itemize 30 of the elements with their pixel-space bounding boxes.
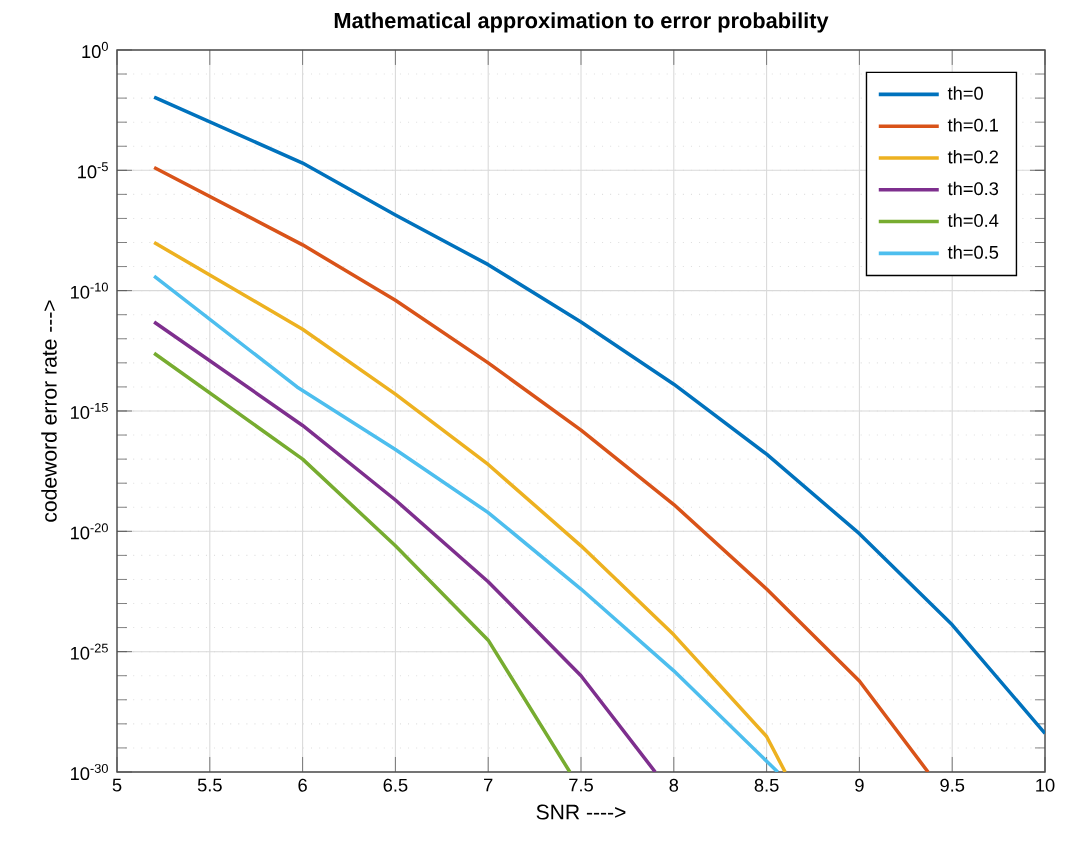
- x-tick-label: 8.5: [754, 778, 779, 792]
- y-tick-label: 10$^{-15}$: [71, 402, 108, 419]
- y-tick-label: 10$^{-20}$: [71, 523, 108, 540]
- x-axis-title: SNR ---->: [536, 804, 626, 820]
- x-tick-label: 7.5: [569, 778, 593, 792]
- y-axis-title: codeword error rate --->: [41, 300, 57, 522]
- line-series: [152, 320, 657, 772]
- x-tick-label: 7: [484, 778, 493, 792]
- x-tick-label: 9: [855, 778, 864, 792]
- y-tick-label: 10$^{-5}$: [78, 162, 108, 179]
- line-series: [152, 351, 572, 772]
- x-tick-label: 10: [1036, 778, 1055, 792]
- legend-label: th=0.4: [947, 213, 999, 227]
- legend-label: th=0.5: [947, 245, 999, 259]
- x-tick-label: 9.5: [940, 778, 965, 792]
- legend-label: th=0.2: [947, 149, 998, 164]
- legend-label: th=0.1: [947, 118, 998, 132]
- legend-label: th=0: [947, 86, 983, 100]
- chart-title: Mathematical approximation to error probability: [334, 12, 829, 33]
- y-tick-label: 10$^{0}$: [82, 41, 108, 59]
- x-tick-label: 5.5: [197, 778, 222, 792]
- line-series: [152, 165, 930, 772]
- x-tick-label: 6.5: [383, 778, 408, 792]
- legend-label: th=0.3: [947, 181, 999, 196]
- y-tick-label: 10$^{-10}$: [71, 282, 108, 299]
- x-tick-label: 8: [669, 778, 679, 792]
- x-tick-label: 5: [112, 778, 122, 792]
- x-tick-label: 6: [298, 778, 307, 792]
- y-tick-label: 10$^{-30}$: [71, 763, 108, 781]
- y-tick-label: 10$^{-25}$: [71, 643, 108, 660]
